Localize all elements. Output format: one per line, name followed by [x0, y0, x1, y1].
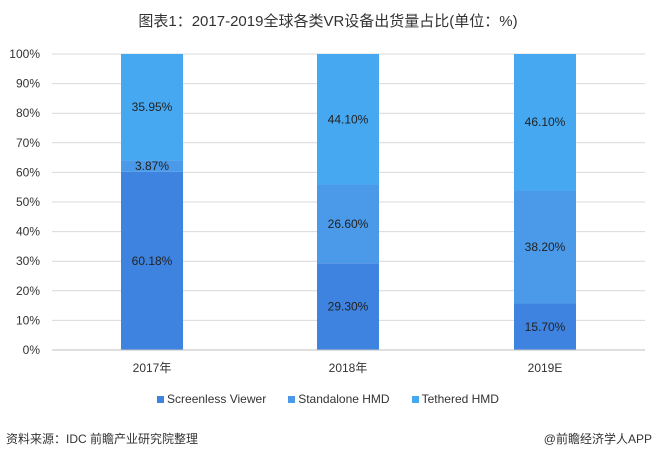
x-tick-label: 2017年	[133, 361, 172, 375]
bar-segment	[317, 263, 379, 350]
data-label: 15.70%	[525, 320, 566, 334]
legend-label: Tethered HMD	[421, 392, 499, 406]
source-note: 资料来源：IDC 前瞻产业研究院整理	[6, 432, 199, 446]
data-label: 44.10%	[328, 112, 369, 126]
y-tick-label: 90%	[16, 77, 40, 91]
data-label: 29.30%	[328, 300, 369, 314]
y-tick-label: 100%	[9, 47, 40, 61]
legend-label: Screenless Viewer	[167, 392, 267, 406]
legend-item-tethered-hmd: Tethered HMD	[411, 392, 499, 406]
data-label: 26.60%	[328, 217, 369, 231]
data-label: 46.10%	[525, 115, 566, 129]
data-label: 60.18%	[132, 254, 173, 268]
bar-segment	[121, 160, 183, 172]
legend-label: Standalone HMD	[298, 392, 390, 406]
x-tick-label: 2018年	[329, 361, 368, 375]
bar-segment	[121, 171, 183, 350]
legend-swatch	[288, 395, 296, 403]
y-tick-label: 10%	[16, 313, 40, 327]
y-tick-label: 40%	[16, 225, 40, 239]
legend-item-standalone-hmd: Standalone HMD	[288, 392, 390, 406]
chart-title: 图表1：2017-2019全球各类VR设备出货量占比(单位：%)	[138, 13, 518, 30]
bar-segment	[514, 303, 576, 350]
bar-segment	[121, 54, 183, 161]
data-label: 38.20%	[525, 240, 566, 254]
bar-segment	[317, 184, 379, 264]
bar-segment	[514, 54, 576, 191]
credit-note: @前瞻经济学人APP	[543, 432, 652, 446]
y-tick-label: 70%	[16, 136, 40, 150]
y-tick-label: 0%	[23, 343, 41, 357]
bar-segment	[514, 190, 576, 304]
y-tick-label: 20%	[16, 284, 40, 298]
y-tick-label: 80%	[16, 106, 40, 120]
legend: Screenless Viewer Standalone HMD Tethere…	[0, 392, 656, 406]
data-label: 35.95%	[132, 100, 173, 114]
legend-swatch	[411, 395, 419, 403]
legend-swatch	[157, 395, 165, 403]
y-tick-label: 60%	[16, 165, 40, 179]
bar-segment	[317, 54, 379, 185]
y-tick-label: 50%	[16, 195, 40, 209]
x-tick-label: 2019E	[528, 361, 563, 375]
legend-item-screenless-viewer: Screenless Viewer	[157, 392, 266, 406]
data-label: 3.87%	[135, 159, 169, 173]
y-tick-label: 30%	[16, 254, 40, 268]
